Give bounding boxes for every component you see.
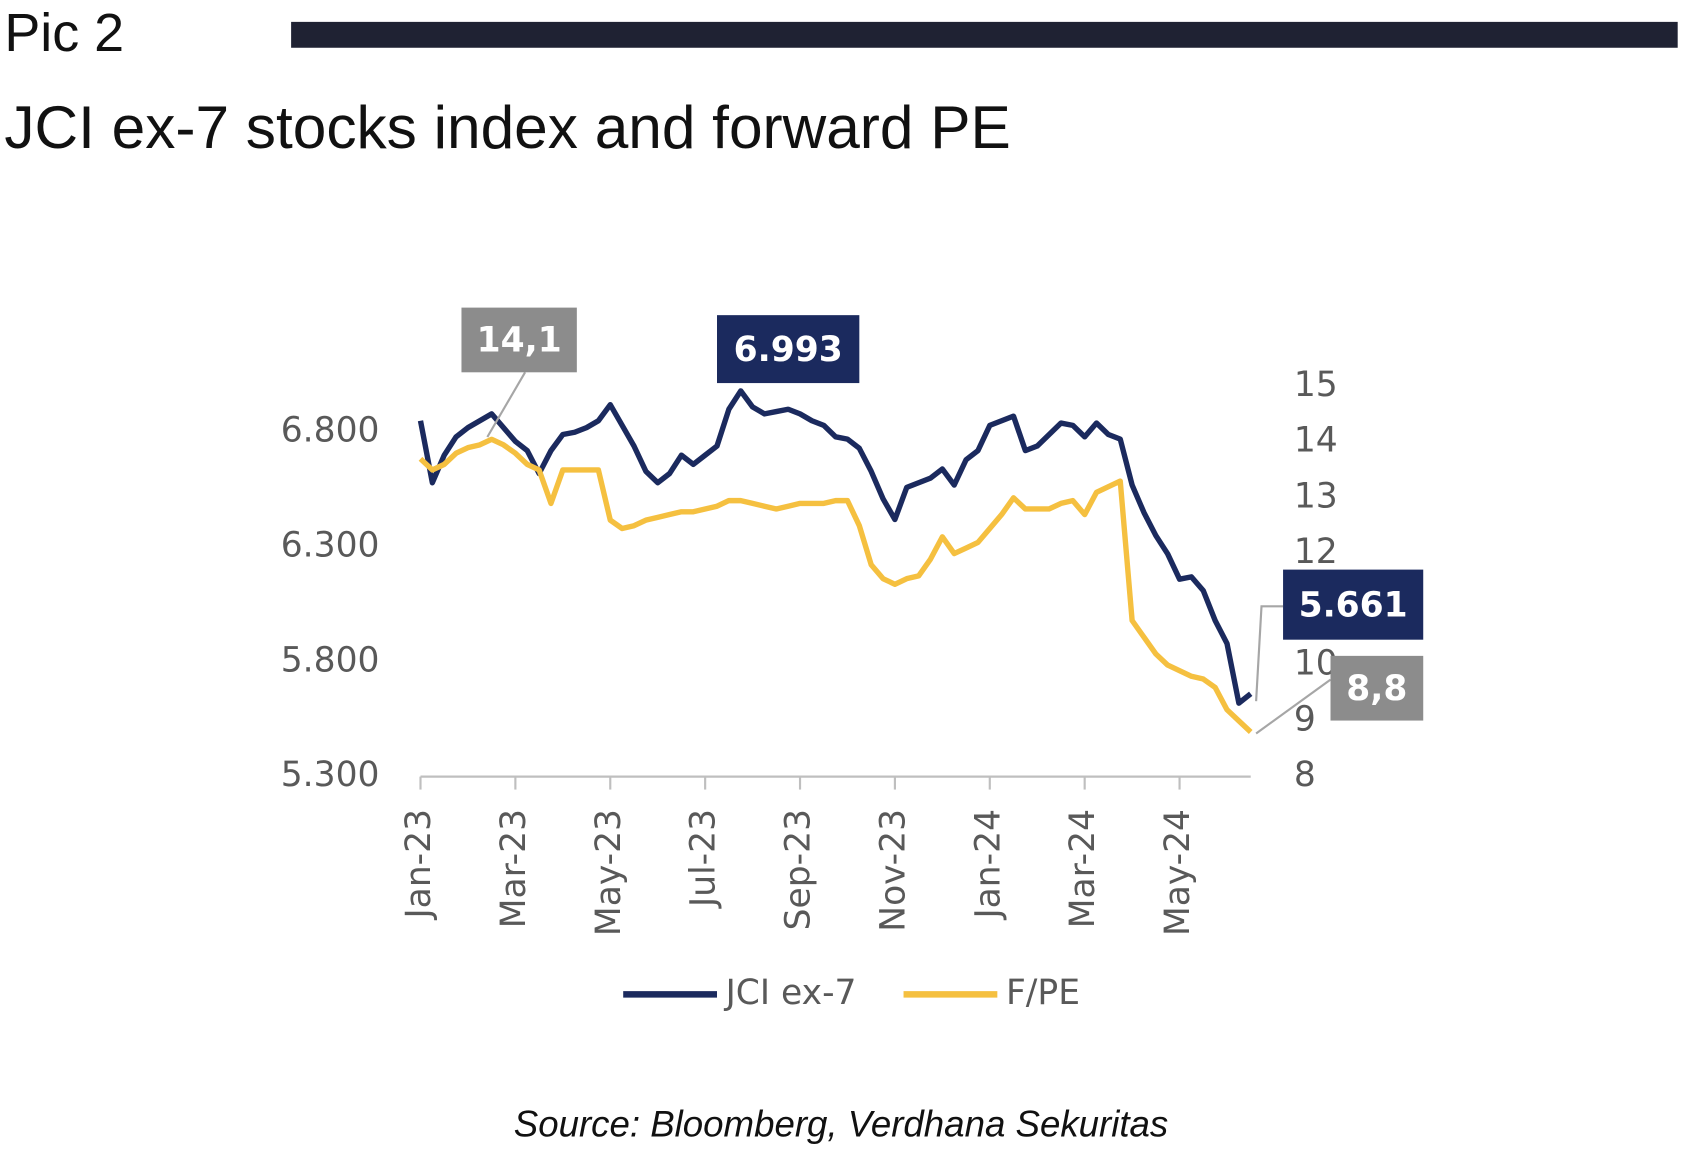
annotation-label: 5.661 bbox=[1299, 585, 1408, 625]
annotation-label: 6.993 bbox=[734, 330, 843, 370]
annotation-box bbox=[1330, 655, 1424, 721]
x-tick-label: Mar-23 bbox=[494, 809, 534, 928]
source: Source: Bloomberg, Verdhana Sekuritas bbox=[514, 1104, 1168, 1145]
annotation-box bbox=[717, 315, 860, 384]
y2-tick-label: 12 bbox=[1294, 532, 1338, 572]
x-tick-label: Mar-24 bbox=[1063, 809, 1103, 928]
annotation-leader bbox=[1255, 605, 1284, 702]
y2-tick-label: 14 bbox=[1294, 421, 1338, 461]
annotation-label: 14,1 bbox=[477, 321, 562, 361]
x-tick-label: Jul-23 bbox=[684, 809, 724, 909]
y2-tick-label: 8 bbox=[1294, 755, 1316, 795]
y2-tick-label: 13 bbox=[1294, 476, 1338, 516]
annotation-box bbox=[1283, 569, 1424, 640]
y2-tick-label: 10 bbox=[1294, 644, 1338, 684]
annotation-leader bbox=[1255, 678, 1332, 735]
x-tick-label: Jan-24 bbox=[968, 809, 1008, 921]
y-tick-label: 5.800 bbox=[281, 640, 380, 680]
x-tick-label: May-24 bbox=[1158, 809, 1198, 936]
series-line bbox=[418, 436, 1253, 734]
y-tick-label: 6.800 bbox=[281, 411, 380, 451]
y2-tick-label: 9 bbox=[1294, 699, 1316, 739]
x-tick-label: Sep-23 bbox=[779, 809, 819, 930]
y-tick-label: 6.300 bbox=[281, 526, 380, 566]
x-tick-label: May-23 bbox=[589, 809, 629, 936]
x-tick-label: Jan-23 bbox=[399, 809, 439, 921]
annotation-label: 8,8 bbox=[1346, 669, 1407, 709]
x-tick-label: Nov-23 bbox=[873, 809, 913, 932]
legend-label: F/PE bbox=[1006, 973, 1080, 1013]
annotation-box bbox=[461, 307, 577, 373]
chart-title: JCI ex-7 stocks index and forward PE bbox=[4, 93, 1010, 161]
header-bar bbox=[291, 21, 1678, 48]
annotation-leader bbox=[486, 371, 527, 438]
y2-tick-label: 15 bbox=[1294, 365, 1338, 405]
pic-label: Pic 2 bbox=[4, 3, 124, 63]
y-tick-label: 5.300 bbox=[281, 755, 380, 795]
series-line bbox=[417, 388, 1253, 706]
legend-label: JCI ex-7 bbox=[724, 973, 857, 1013]
